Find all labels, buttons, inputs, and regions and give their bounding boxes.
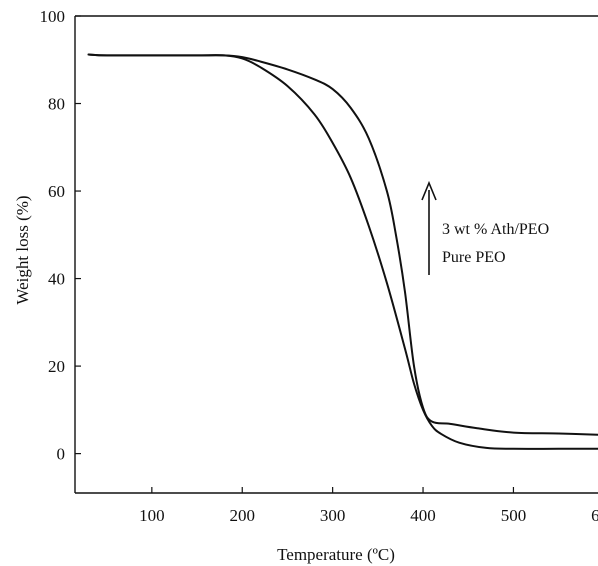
x-tick-label: 100 xyxy=(139,506,165,525)
arrow-up-icon xyxy=(421,180,437,201)
legend-entry-pure-peo: Pure PEO xyxy=(442,249,506,266)
x-tick-label: 500 xyxy=(501,506,527,525)
x-axis-title: Temperature (ºC) xyxy=(277,545,395,564)
series-line-ath-peo xyxy=(87,53,598,436)
y-axis-ticks: 0 20 40 60 80 100 xyxy=(40,7,81,464)
y-axis-title: Weight loss (%) xyxy=(13,195,32,304)
legend: 3 wt % Ath/PEO Pure PEO xyxy=(421,180,549,275)
y-tick-label: 80 xyxy=(48,95,65,114)
legend-entry-ath-peo: 3 wt % Ath/PEO xyxy=(442,221,549,238)
y-tick-label: 100 xyxy=(40,7,66,26)
series-layer xyxy=(87,53,598,450)
x-tick-label: 200 xyxy=(229,506,255,525)
series-line-pure-peo xyxy=(87,53,598,450)
x-tick-label: 400 xyxy=(410,506,436,525)
y-tick-label: 40 xyxy=(48,270,65,289)
x-axis-ticks: 100 200 300 400 500 600 xyxy=(139,487,598,525)
y-tick-label: 20 xyxy=(48,357,65,376)
x-tick-label: 300 xyxy=(320,506,346,525)
x-tick-label: 600 xyxy=(591,506,598,525)
y-tick-label: 60 xyxy=(48,182,65,201)
y-tick-label: 0 xyxy=(57,445,66,464)
